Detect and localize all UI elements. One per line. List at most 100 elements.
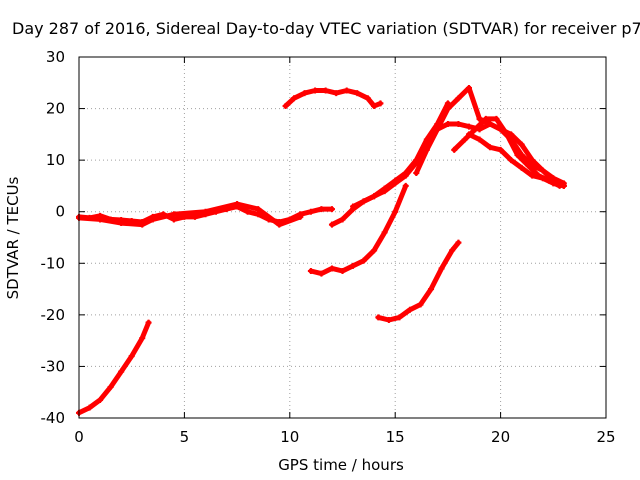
data-point: [318, 270, 325, 277]
data-point: [392, 208, 399, 215]
data-point: [145, 319, 152, 326]
data-point: [282, 102, 289, 109]
data-point: [518, 141, 525, 148]
data-point: [487, 121, 494, 128]
data-point: [444, 121, 451, 128]
data-point: [371, 247, 378, 254]
data-point: [86, 404, 93, 411]
data-point: [529, 157, 536, 164]
data-point: [244, 208, 251, 215]
axis-ticks: [78, 56, 607, 419]
series-layer: [76, 84, 567, 416]
data-point: [518, 164, 525, 171]
data-point: [371, 102, 378, 109]
data-point: [493, 115, 500, 122]
data-point: [297, 213, 304, 220]
data-point: [301, 90, 308, 97]
x-tick-label: 20: [491, 428, 510, 446]
y-tick-label: 0: [55, 203, 65, 221]
plot-frame: [78, 56, 607, 419]
data-point: [328, 206, 335, 213]
data-point: [322, 87, 329, 94]
data-point: [413, 157, 420, 164]
data-point: [328, 221, 335, 228]
y-tick-label: 30: [46, 48, 65, 66]
data-point: [487, 144, 494, 151]
y-tick-label: -40: [41, 409, 66, 427]
data-point: [97, 396, 104, 403]
data-point: [465, 123, 472, 130]
data-point: [402, 182, 409, 189]
data-point: [234, 200, 241, 207]
data-point: [381, 185, 388, 192]
data-point: [497, 126, 504, 133]
data-point: [255, 206, 262, 213]
data-point: [385, 317, 392, 324]
data-point: [451, 146, 458, 153]
data-point: [364, 95, 371, 102]
data-point: [139, 335, 146, 342]
data-point: [343, 87, 350, 94]
data-point: [118, 220, 125, 227]
data-point: [381, 229, 388, 236]
data-point: [170, 216, 177, 223]
data-point: [423, 146, 430, 153]
data-point: [149, 216, 156, 223]
data-point: [539, 175, 546, 182]
data-point: [202, 208, 209, 215]
data-point: [339, 268, 346, 275]
data-point: [482, 115, 489, 122]
data-point: [423, 136, 430, 143]
data-point: [307, 208, 314, 215]
series-arc-5: [308, 183, 409, 277]
data-point: [449, 247, 456, 254]
data-point: [508, 131, 515, 138]
data-point: [550, 177, 557, 184]
x-tick-label: 10: [280, 428, 299, 446]
data-point: [434, 126, 441, 133]
data-point: [392, 177, 399, 184]
data-point: [455, 239, 462, 246]
data-point: [476, 136, 483, 143]
data-point: [318, 206, 325, 213]
data-point: [350, 262, 357, 269]
data-point: [107, 384, 114, 391]
data-point: [396, 314, 403, 321]
data-point: [413, 170, 420, 177]
data-point: [328, 265, 335, 272]
data-point: [514, 151, 521, 158]
y-tick-label: -20: [41, 306, 66, 324]
data-point: [539, 167, 546, 174]
data-point: [128, 353, 135, 360]
data-point: [139, 221, 146, 228]
y-tick-label: -10: [41, 254, 66, 272]
data-point: [170, 211, 177, 218]
data-point: [291, 95, 298, 102]
data-point: [276, 221, 283, 228]
data-point: [417, 301, 424, 308]
data-point: [560, 182, 567, 189]
x-tick-labels: 0 5 10 15 20 25: [74, 428, 615, 446]
data-point: [438, 265, 445, 272]
data-point: [455, 121, 462, 128]
data-point: [375, 314, 382, 321]
series-arc-11: [466, 131, 567, 189]
data-point: [360, 257, 367, 264]
y-tick-label: -30: [41, 357, 66, 375]
data-point: [476, 126, 483, 133]
data-point: [461, 136, 468, 143]
data-point: [255, 211, 262, 218]
data-point: [508, 157, 515, 164]
data-point: [307, 268, 314, 275]
data-point: [377, 100, 384, 107]
y-tick-label: 20: [46, 100, 65, 118]
x-tick-label: 5: [180, 428, 190, 446]
data-point: [497, 146, 504, 153]
x-tick-label: 15: [386, 428, 405, 446]
data-point: [428, 286, 435, 293]
series-arc-8: [375, 240, 461, 323]
data-point: [402, 170, 409, 177]
x-tick-label: 25: [596, 428, 615, 446]
data-point: [444, 105, 451, 112]
